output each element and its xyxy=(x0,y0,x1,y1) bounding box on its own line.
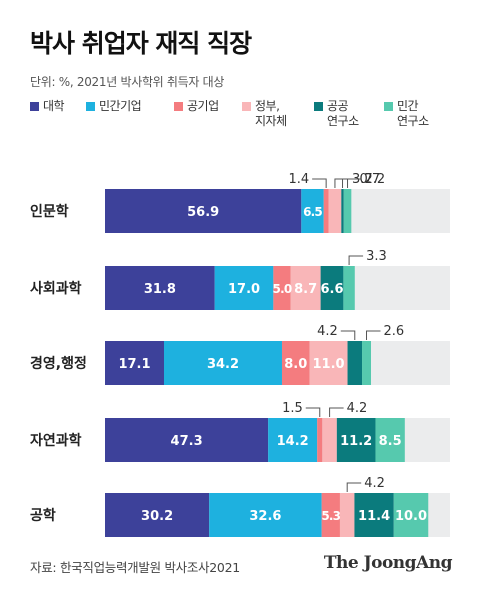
bar-segment xyxy=(214,266,274,310)
data-label: 30.2 xyxy=(141,509,173,524)
data-label: 8.7 xyxy=(294,282,317,297)
bar-segment xyxy=(375,418,405,462)
bar-segment xyxy=(323,189,329,233)
bar-segment xyxy=(362,341,371,385)
data-label: 47.3 xyxy=(171,434,203,449)
category-label: 공학 xyxy=(30,508,56,524)
legend-swatch xyxy=(314,102,323,111)
bar-segment xyxy=(336,418,376,462)
callout-label: 1.4 xyxy=(288,172,309,187)
bar-segment xyxy=(317,418,323,462)
bar-segment xyxy=(105,189,302,233)
legend-item: 공공 연구소 xyxy=(314,99,359,129)
data-label: 11.2 xyxy=(340,434,372,449)
bar-segment xyxy=(273,266,291,310)
data-label: 34.2 xyxy=(207,357,239,372)
bar-segment xyxy=(281,341,310,385)
legend: 대학 민간기업 공기업 정부, 지자체 공공 연구소 민간 연구소 xyxy=(30,99,470,139)
legend-swatch xyxy=(384,102,393,111)
callout-label: 3.7 xyxy=(352,172,373,187)
data-label: 11.4 xyxy=(358,509,390,524)
data-label: 5.0 xyxy=(273,282,292,296)
bar-segment xyxy=(321,493,340,537)
bar-segment xyxy=(341,189,344,233)
data-label: 31.8 xyxy=(144,282,176,297)
data-label: 8.5 xyxy=(379,434,402,449)
callout-line xyxy=(347,178,362,188)
category-label: 인문학 xyxy=(30,203,69,220)
legend-swatch xyxy=(86,102,95,111)
data-label: 17.1 xyxy=(118,357,150,372)
data-label: 10.0 xyxy=(395,509,427,524)
data-label: 5.3 xyxy=(321,509,340,523)
legend-label: 공공 연구소 xyxy=(327,99,359,128)
legend-swatch xyxy=(242,102,251,111)
bar-segment xyxy=(322,418,337,462)
bar-segment xyxy=(268,418,318,462)
legend-item: 정부, 지자체 xyxy=(242,99,287,129)
callout-label: 4.2 xyxy=(317,324,338,339)
bar-segment xyxy=(309,341,348,385)
data-label: 17.0 xyxy=(228,282,260,297)
data-label: 6.6 xyxy=(320,282,343,297)
bar-segment xyxy=(354,493,394,537)
category-label: 사회과학 xyxy=(30,281,82,297)
callout-line xyxy=(312,178,327,188)
bar-segment xyxy=(105,493,210,537)
legend-label: 공기업 xyxy=(187,99,219,113)
bar-segment xyxy=(105,266,215,310)
bar-segment xyxy=(328,189,342,233)
bar-segment xyxy=(343,266,355,310)
data-label: 56.9 xyxy=(187,205,219,220)
bar-segment xyxy=(163,341,282,385)
bar-segment xyxy=(209,493,322,537)
legend-item: 대학 xyxy=(30,99,65,114)
data-label: 32.6 xyxy=(249,509,281,524)
data-label: 6.5 xyxy=(303,205,322,219)
legend-swatch xyxy=(174,102,183,111)
category-label: 자연과학 xyxy=(30,433,82,449)
legend-label: 정부, 지자체 xyxy=(255,99,287,128)
bar-segment xyxy=(105,418,269,462)
callout-line xyxy=(340,330,356,340)
bar-segment xyxy=(320,266,344,310)
bar-segment xyxy=(343,189,352,233)
legend-label: 민간 연구소 xyxy=(397,99,429,128)
category-label: 경영,행정 xyxy=(30,355,87,372)
chart-title: 박사 취업자 재직 직장 xyxy=(30,29,252,58)
data-label: 8.0 xyxy=(284,357,307,372)
source-note: 자료: 한국직업능력개발원 박사조사2021 xyxy=(30,560,240,575)
bar-segment xyxy=(301,189,324,233)
callout-line xyxy=(334,178,349,188)
data-label: 11.0 xyxy=(313,357,345,372)
callout-label: 4.2 xyxy=(364,476,385,491)
legend-label: 대학 xyxy=(43,99,65,113)
legend-label: 민간기업 xyxy=(99,99,142,113)
data-label: 14.2 xyxy=(277,434,309,449)
bar-segment xyxy=(339,493,355,537)
callout-label: 4.2 xyxy=(347,401,368,416)
callout-label: 3.3 xyxy=(366,249,387,264)
bar-segment xyxy=(105,341,164,385)
callout-label: 0.7 xyxy=(360,172,381,187)
callout-label: 2.2 xyxy=(365,172,386,187)
callout-label: 2.6 xyxy=(384,324,405,339)
callout-line xyxy=(366,330,381,340)
bar-segment xyxy=(290,266,321,310)
callout-line xyxy=(305,407,321,417)
legend-swatch xyxy=(30,102,39,111)
legend-item: 공기업 xyxy=(174,99,219,114)
legend-item: 민간기업 xyxy=(86,99,142,114)
callout-line xyxy=(346,482,362,492)
callout-label: 1.5 xyxy=(282,401,303,416)
brand-logo: The JoongAng xyxy=(323,553,453,573)
callout-line xyxy=(348,255,364,265)
legend-item: 민간 연구소 xyxy=(384,99,429,129)
callout-line xyxy=(329,407,344,417)
chart-subtitle: 단위: %, 2021년 박사학위 취득자 대상 xyxy=(30,75,225,89)
bar-segment xyxy=(347,341,363,385)
bar-segment xyxy=(393,493,429,537)
